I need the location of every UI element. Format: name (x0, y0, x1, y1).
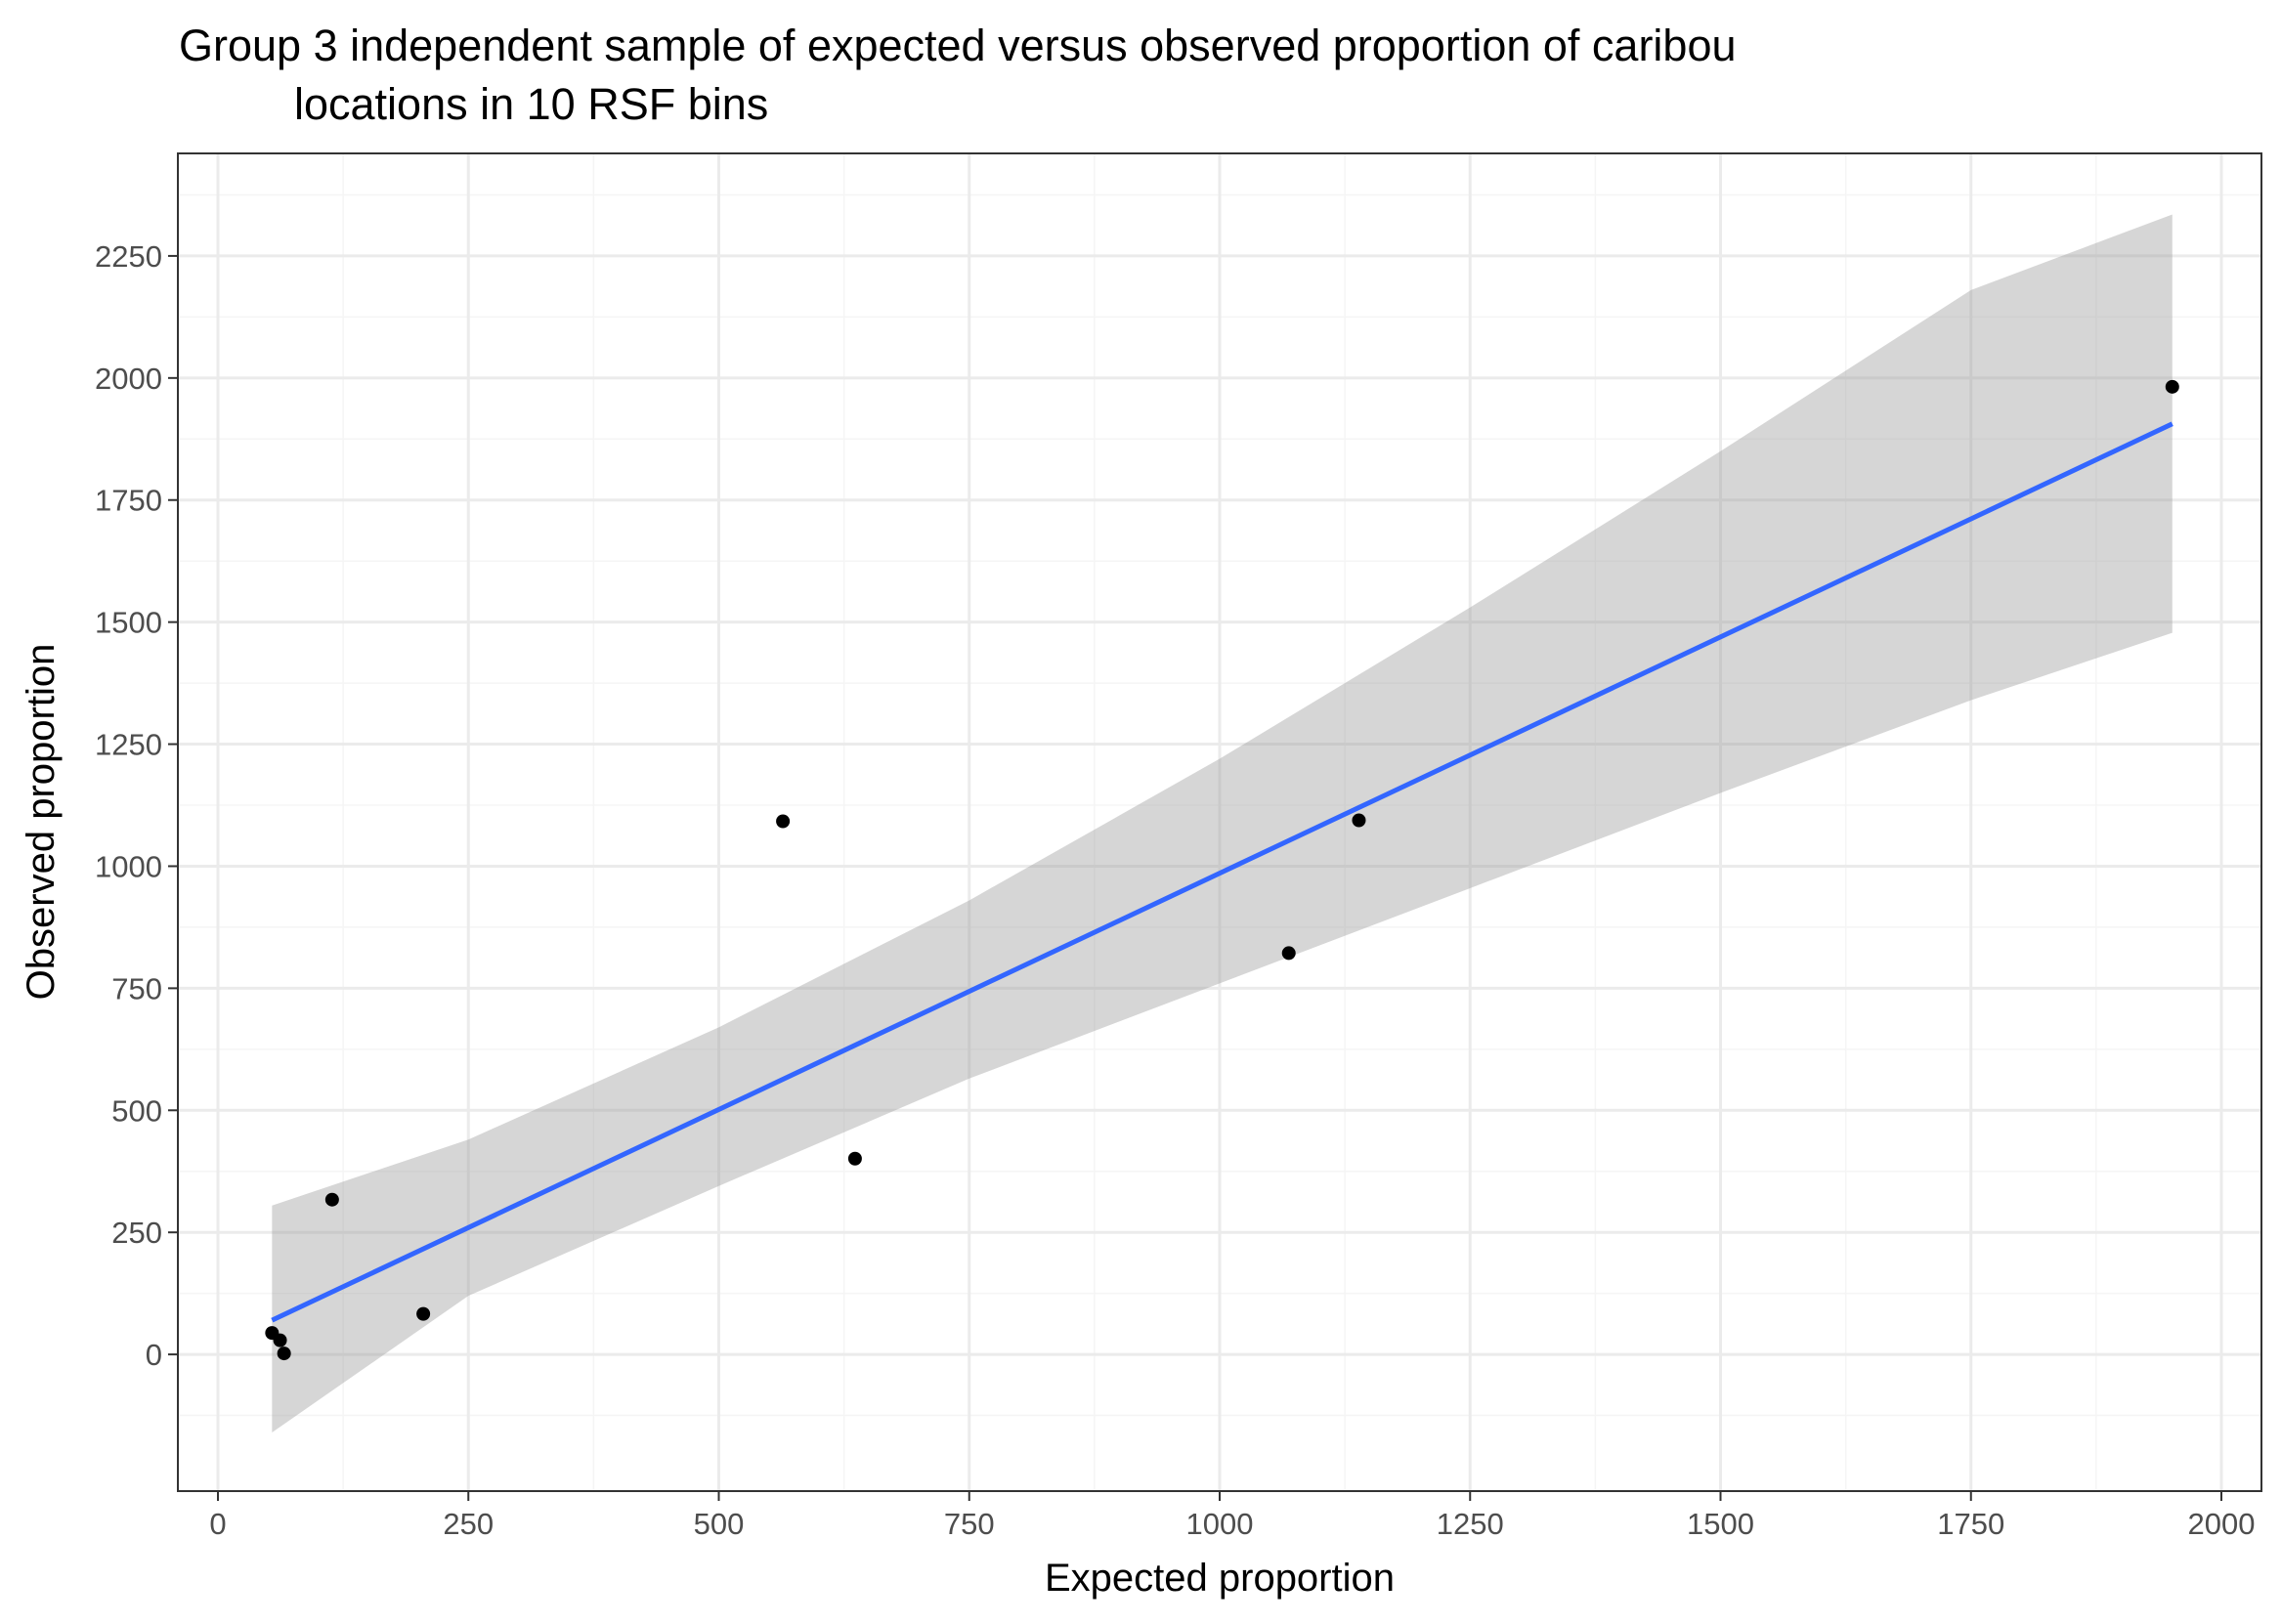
data-points (265, 379, 2179, 1361)
data-point (324, 1192, 339, 1207)
chart-title-line2: locations in 10 RSF bins (294, 79, 768, 129)
y-tick-label: 1000 (95, 849, 162, 883)
x-tick-label: 0 (209, 1507, 226, 1541)
y-tick-label: 2250 (95, 239, 162, 274)
confidence-band-layer (272, 214, 2173, 1433)
x-tick-label: 1000 (1186, 1507, 1254, 1541)
data-point (2165, 379, 2179, 394)
y-tick-label: 2000 (95, 362, 162, 396)
x-axis-title: Expected proportion (1045, 1557, 1395, 1600)
y-tick-label: 500 (111, 1093, 162, 1128)
y-tick-label: 250 (111, 1216, 162, 1250)
y-tick-label: 0 (146, 1338, 162, 1372)
regression-line (271, 421, 2173, 1323)
x-tick-label: 1250 (1437, 1507, 1504, 1541)
fit-line-layer (271, 421, 2173, 1323)
x-tick-label: 750 (944, 1507, 995, 1541)
data-point (1281, 946, 1296, 961)
x-tick-label: 1750 (1937, 1507, 2004, 1541)
y-tick-label: 1250 (95, 728, 162, 762)
x-tick-label: 500 (694, 1507, 745, 1541)
data-point (277, 1346, 291, 1361)
data-point (416, 1306, 431, 1321)
data-point (1352, 813, 1366, 828)
x-tick-label: 250 (443, 1507, 494, 1541)
x-tick-label: 1500 (1687, 1507, 1754, 1541)
data-point (847, 1151, 862, 1166)
chart-title-line1: Group 3 independent sample of expected v… (179, 21, 1737, 70)
y-tick-label: 1500 (95, 606, 162, 640)
y-tick-label: 750 (111, 971, 162, 1005)
x-tick-label: 2000 (2188, 1507, 2256, 1541)
confidence-band (272, 214, 2173, 1433)
y-tick-label: 1750 (95, 484, 162, 518)
y-axis-title: Observed proportion (20, 644, 63, 1001)
data-point (273, 1333, 287, 1347)
y-axis: 0 250 500 750 1000 1250 1500 1750 2000 2250 (95, 239, 178, 1372)
grid-major (178, 153, 2261, 1491)
data-point (776, 814, 791, 829)
x-axis: 0 250 500 750 1000 1250 1500 1750 2000 (209, 1491, 2255, 1541)
